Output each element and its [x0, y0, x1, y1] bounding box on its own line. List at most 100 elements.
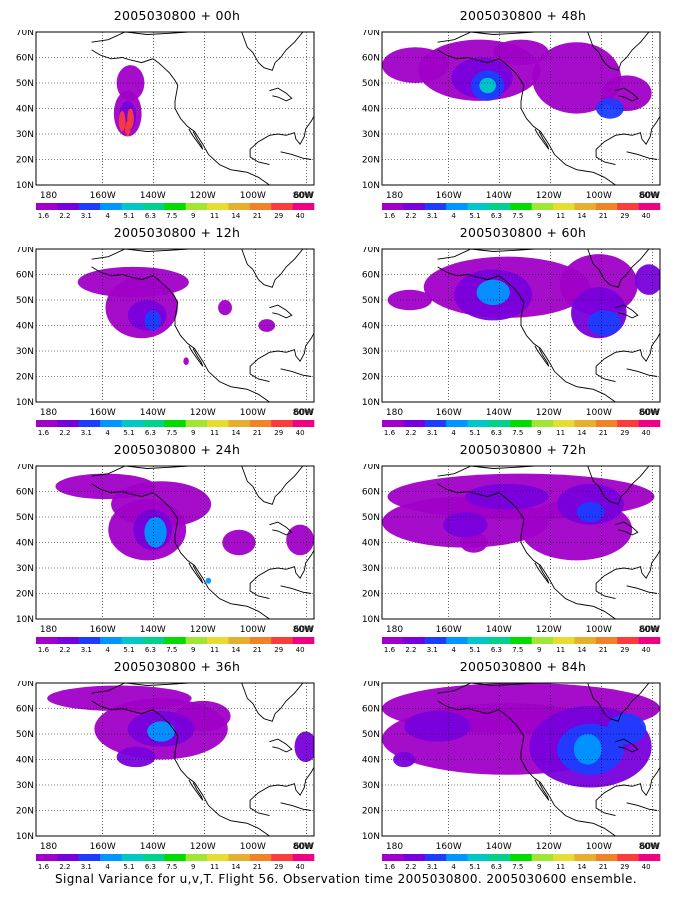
- colorbar-swatch: [207, 420, 229, 427]
- variance-contour: [294, 731, 314, 763]
- latitude-tick-label: 50N: [16, 79, 34, 89]
- colorbar-label: 6.3: [491, 646, 502, 654]
- colorbar-swatch: [36, 637, 58, 644]
- colorbar-label: 29: [620, 212, 629, 220]
- longitude-tick-label: 120W: [536, 842, 562, 852]
- colorbar-label: 11: [556, 429, 565, 437]
- colorbar-label: 21: [253, 212, 262, 220]
- longitude-tick-label: 140W: [486, 408, 512, 418]
- colorbar-swatch: [617, 203, 639, 210]
- colorbar-label: 29: [274, 646, 283, 654]
- latitude-tick-label: 50N: [16, 730, 34, 740]
- colorbar-label: 4: [451, 429, 456, 437]
- panel-title: 2005030800 + 36h: [113, 659, 241, 674]
- longitude-tick-label: 160W: [90, 191, 116, 201]
- colorbar-swatch: [382, 420, 404, 427]
- colorbar-swatch: [292, 420, 315, 427]
- longitude-tick-label: 180: [40, 625, 57, 635]
- longitude-tick-label: 80W: [293, 408, 313, 418]
- colorbar-swatch: [271, 854, 293, 861]
- colorbar-label: 9: [537, 863, 541, 871]
- colorbar-swatch: [78, 637, 101, 644]
- variance-contour: [118, 111, 126, 132]
- variance-contour: [286, 524, 314, 556]
- colorbar-swatch: [446, 203, 468, 210]
- colorbar-label: 5.1: [469, 863, 480, 871]
- colorbar-label: 21: [253, 429, 262, 437]
- variance-contour: [124, 121, 131, 137]
- colorbar-swatch: [403, 854, 426, 861]
- colorbar-label: 5.1: [123, 863, 134, 871]
- latitude-tick-label: 50N: [16, 513, 34, 523]
- colorbar-swatch: [574, 203, 597, 210]
- colorbar-swatch: [36, 203, 58, 210]
- colorbar-label: 11: [210, 863, 219, 871]
- colorbar-swatch: [488, 637, 511, 644]
- colorbar-label: 7.5: [512, 212, 523, 220]
- colorbar-swatch: [142, 637, 165, 644]
- colorbar-label: 7.5: [512, 863, 523, 871]
- variance-field: [382, 473, 655, 561]
- colorbar-label: 21: [253, 863, 262, 871]
- colorbar-label: 5.1: [123, 212, 134, 220]
- longitude-tick-label: 140W: [140, 842, 166, 852]
- colorbar-label: 40: [642, 429, 651, 437]
- longitude-tick-label: 60W: [640, 625, 660, 635]
- colorbar-label: 2.2: [59, 212, 70, 220]
- colorbar-label: 1.6: [38, 646, 50, 654]
- longitude-tick-label: 60W: [294, 842, 314, 852]
- latitude-tick-label: 40N: [362, 756, 380, 766]
- colorbar-swatch: [292, 203, 315, 210]
- longitude-tick-label: 80W: [639, 625, 659, 635]
- map-plot: 70N 60N 50N 40N 30N 20N 10N 180 160W 140W 120W 100W…: [362, 30, 661, 220]
- colorbar-swatch: [207, 854, 229, 861]
- latitude-tick-label: 30N: [362, 130, 380, 140]
- latitude-tick-label: 60N: [16, 271, 34, 281]
- colorbar-label: 14: [231, 212, 240, 220]
- colorbar-label: 1.6: [38, 429, 50, 437]
- colorbar-swatch: [228, 854, 251, 861]
- colorbar-swatch: [424, 203, 447, 210]
- colorbar-swatch: [595, 420, 618, 427]
- variance-contour: [222, 529, 256, 556]
- colorbar-swatch: [100, 637, 122, 644]
- colorbar-swatch: [57, 637, 80, 644]
- colorbar-swatch: [488, 854, 511, 861]
- latitude-tick-label: 30N: [362, 781, 380, 791]
- colorbar-swatch: [100, 203, 122, 210]
- colorbar-label: 5.1: [469, 429, 480, 437]
- colorbar-label: 4: [451, 863, 456, 871]
- colorbar-label: 11: [210, 429, 219, 437]
- longitude-tick-label: 60W: [294, 625, 314, 635]
- variance-contour: [404, 711, 471, 742]
- latitude-tick-label: 20N: [16, 807, 34, 817]
- variance-contour: [459, 532, 488, 553]
- colorbar-swatch: [488, 203, 511, 210]
- coastline: [437, 31, 661, 186]
- colorbar-swatch: [292, 637, 315, 644]
- colorbar-swatch: [531, 637, 554, 644]
- longitude-tick-label: 180: [40, 842, 57, 852]
- longitude-tick-label: 60W: [640, 191, 660, 201]
- variance-contour: [573, 734, 602, 765]
- longitude-tick-label: 160W: [90, 625, 116, 635]
- variance-contour: [443, 511, 488, 538]
- longitude-tick-label: 80W: [639, 191, 659, 201]
- colorbar-swatch: [185, 854, 208, 861]
- panel-title: 2005030800 + 24h: [113, 442, 241, 457]
- map-plot: 70N 60N 50N 40N 30N 20N 10N 180 160W 140W 120W 100W…: [362, 681, 661, 871]
- map-plot: 70N 60N 50N 40N 30N 20N 10N 180 160W 140W 120W 100W…: [362, 247, 661, 437]
- variance-contour: [183, 357, 189, 366]
- colorbar-swatch: [249, 420, 272, 427]
- coastline: [91, 248, 315, 403]
- latitude-tick-label: 70N: [16, 247, 34, 255]
- latitude-tick-label: 70N: [16, 681, 34, 689]
- latitude-tick-label: 20N: [16, 156, 34, 166]
- latitude-tick-label: 30N: [16, 130, 34, 140]
- colorbar-swatch: [164, 637, 186, 644]
- colorbar-label: 2.2: [59, 646, 70, 654]
- colorbar-label: 11: [556, 646, 565, 654]
- colorbar-label: 40: [642, 646, 651, 654]
- colorbar-swatch: [467, 203, 490, 210]
- coastline: [91, 465, 315, 620]
